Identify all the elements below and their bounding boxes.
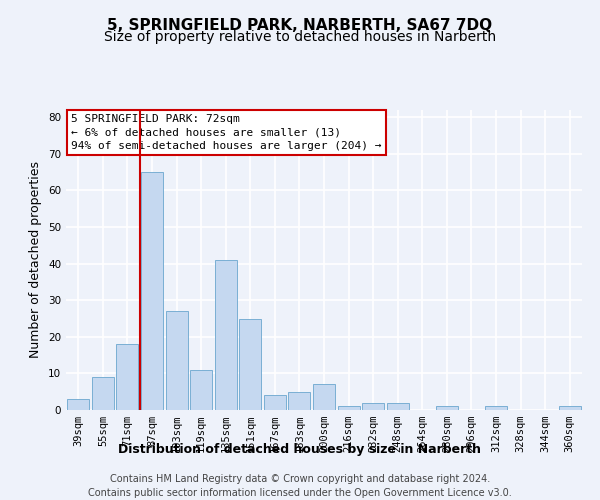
Bar [313,384,335,410]
Bar [362,402,384,410]
Bar [559,406,581,410]
Y-axis label: Number of detached properties: Number of detached properties [29,162,43,358]
Bar [264,396,286,410]
Bar [92,377,114,410]
Bar [215,260,237,410]
Bar [386,402,409,410]
Bar [239,318,262,410]
Bar [289,392,310,410]
Text: Size of property relative to detached houses in Narberth: Size of property relative to detached ho… [104,30,496,44]
Bar [166,311,188,410]
Text: Distribution of detached houses by size in Narberth: Distribution of detached houses by size … [119,444,482,456]
Bar [338,406,359,410]
Bar [436,406,458,410]
Bar [67,399,89,410]
Bar [190,370,212,410]
Bar [116,344,139,410]
Text: Contains HM Land Registry data © Crown copyright and database right 2024.
Contai: Contains HM Land Registry data © Crown c… [88,474,512,498]
Bar [141,172,163,410]
Bar [485,406,507,410]
Text: 5 SPRINGFIELD PARK: 72sqm
← 6% of detached houses are smaller (13)
94% of semi-d: 5 SPRINGFIELD PARK: 72sqm ← 6% of detach… [71,114,382,151]
Text: 5, SPRINGFIELD PARK, NARBERTH, SA67 7DQ: 5, SPRINGFIELD PARK, NARBERTH, SA67 7DQ [107,18,493,32]
